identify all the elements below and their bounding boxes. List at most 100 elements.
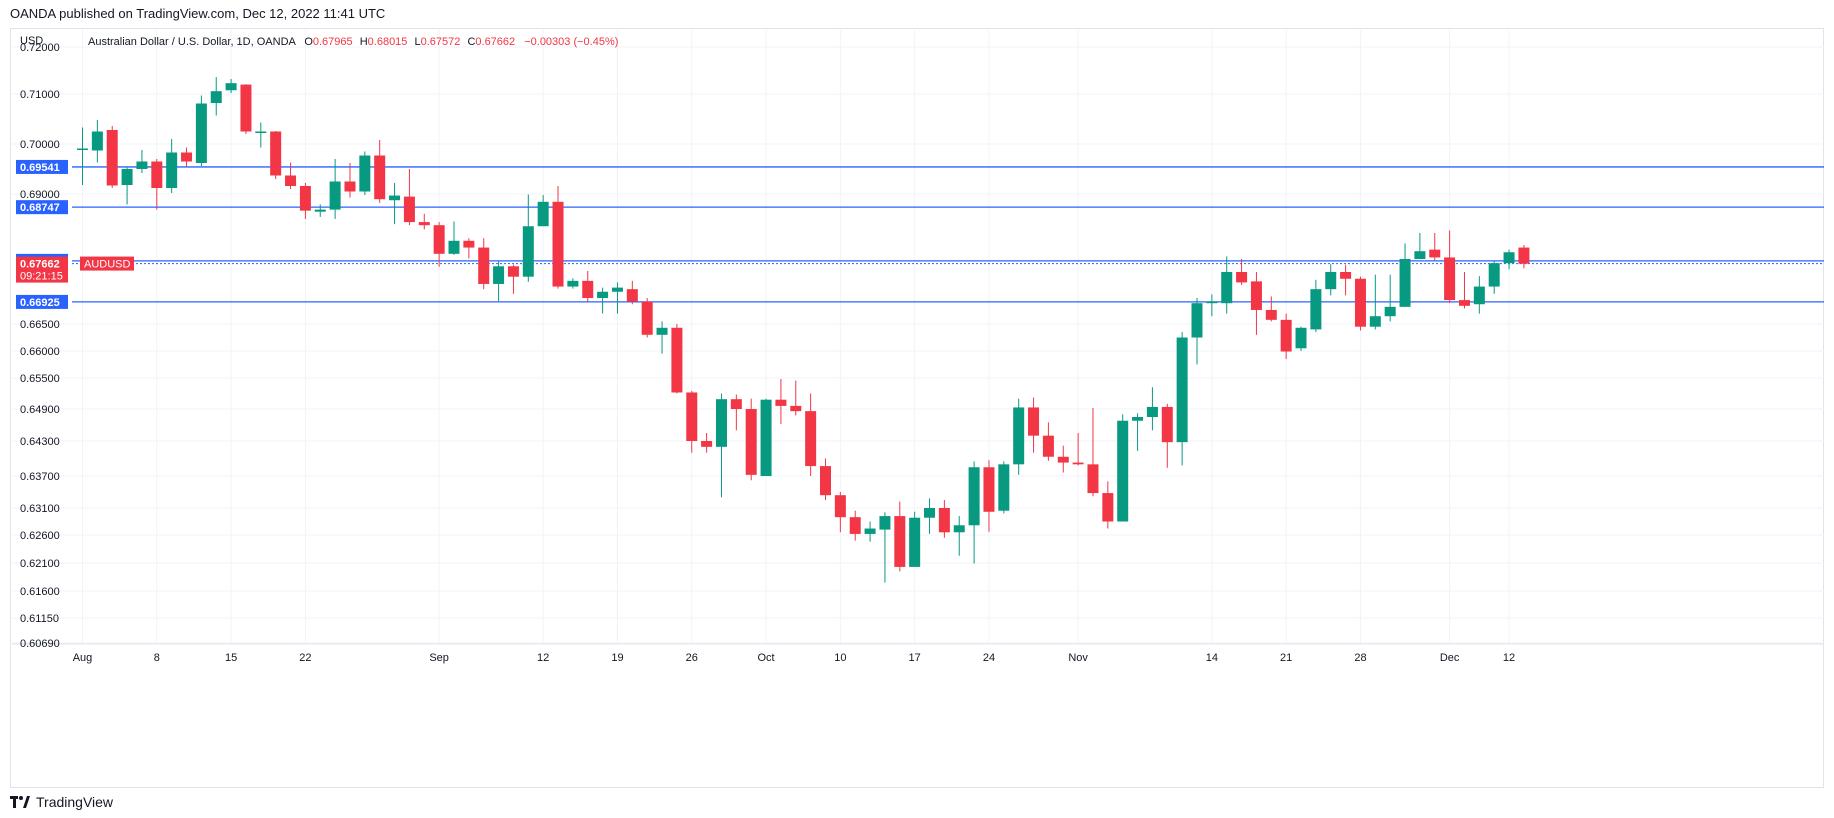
candle: [1236, 259, 1248, 285]
candle-body: [1028, 407, 1040, 436]
candle-body: [1206, 301, 1218, 304]
x-axis: Aug 8 15 22 Sep 12 19 26 Oct 10 17 24 Nov 14 21 28 Dec 12: [73, 652, 1515, 664]
x-tick-label: Dec: [1440, 652, 1460, 664]
x-tick-label: 22: [299, 652, 311, 664]
candle-body: [1117, 420, 1129, 522]
candle: [1161, 403, 1173, 468]
ohlc-o-label: O: [304, 36, 313, 48]
footer-brand[interactable]: TradingView: [36, 794, 114, 810]
candle: [1473, 276, 1485, 314]
x-tick-label: 24: [983, 652, 995, 664]
candle-body: [299, 186, 311, 211]
candle: [522, 194, 534, 282]
candle: [195, 95, 207, 166]
candle-body: [537, 201, 549, 227]
candle: [255, 122, 267, 148]
candle: [91, 120, 103, 163]
candle-body: [745, 409, 757, 475]
x-tick-label: 19: [611, 652, 623, 664]
y-tick-label: 0.63700: [20, 471, 60, 483]
candle-body: [225, 83, 237, 91]
candle-body: [1488, 263, 1500, 287]
candle: [389, 183, 401, 225]
candle: [1102, 481, 1114, 529]
ohlc-h-label: H: [360, 36, 368, 48]
candle-body: [136, 161, 148, 169]
candle: [537, 195, 549, 227]
candle-body: [448, 240, 460, 254]
candle: [701, 433, 713, 453]
candle: [344, 163, 356, 198]
candle-body: [1265, 309, 1277, 320]
candle: [270, 131, 282, 179]
candle: [552, 186, 564, 289]
ohlc-c-value: 0.67662: [475, 36, 515, 48]
candle: [1458, 272, 1470, 309]
candle-body: [686, 392, 698, 441]
candle-body: [1429, 249, 1441, 258]
candle-body: [998, 464, 1010, 511]
candle: [240, 84, 252, 134]
candle: [597, 287, 609, 314]
candle-body: [1072, 462, 1084, 465]
x-tick-label: 14: [1206, 652, 1218, 664]
candle: [329, 159, 341, 219]
candles: [77, 77, 1530, 583]
candle-body: [1444, 257, 1456, 301]
candle-body: [1042, 435, 1054, 457]
x-tick-label: 17: [909, 652, 921, 664]
candle-body: [522, 226, 534, 277]
candle: [1087, 407, 1099, 497]
candle: [1042, 422, 1054, 461]
candle-body: [1132, 417, 1144, 421]
candle: [418, 213, 430, 230]
candle: [1191, 298, 1203, 365]
candle-body: [968, 467, 980, 526]
candle-body: [656, 327, 668, 335]
candle-body: [1473, 286, 1485, 305]
candle-body: [478, 247, 490, 284]
candle: [1340, 264, 1352, 296]
candle: [1325, 264, 1337, 296]
candle-body: [403, 196, 415, 223]
ohlc-h-value: 0.68015: [368, 36, 408, 48]
candle-body: [418, 222, 430, 226]
y-tick-label: 0.71000: [20, 89, 60, 101]
candle-body: [91, 131, 103, 151]
candle: [1117, 414, 1129, 522]
symbol-label: AUDUSD: [84, 259, 131, 271]
x-tick-label: 21: [1280, 652, 1292, 664]
candle: [359, 151, 371, 196]
grid-lines: [12, 30, 1824, 645]
candle: [775, 379, 787, 424]
y-tick-label: 0.62100: [20, 558, 60, 570]
candle: [686, 390, 698, 453]
x-tick-label: 10: [834, 652, 846, 664]
candle-body: [1325, 272, 1337, 290]
candle: [641, 298, 653, 338]
candle: [745, 398, 757, 481]
x-tick-label: Aug: [73, 652, 93, 664]
candle: [1072, 433, 1084, 466]
candle: [448, 221, 460, 255]
candle-body: [210, 91, 222, 103]
candle: [879, 512, 891, 583]
candle-body: [894, 516, 906, 567]
candle: [656, 321, 668, 354]
candle-body: [790, 405, 802, 412]
candle: [403, 169, 415, 226]
candle-body: [715, 399, 727, 447]
candle: [671, 324, 683, 394]
candle-body: [1013, 407, 1025, 465]
last-price-label-bg: [16, 256, 68, 283]
candle: [433, 222, 445, 267]
candle: [1429, 233, 1441, 261]
last-price-label: 0.67662: [20, 259, 60, 271]
candle-body: [879, 516, 891, 530]
candle: [1146, 387, 1158, 431]
candle: [953, 516, 965, 556]
y-axis: 0.72000 0.71000 0.70000 0.69000 0.66500 0.660…: [20, 42, 60, 650]
candle-body: [671, 327, 683, 393]
candle-body: [1414, 251, 1426, 259]
